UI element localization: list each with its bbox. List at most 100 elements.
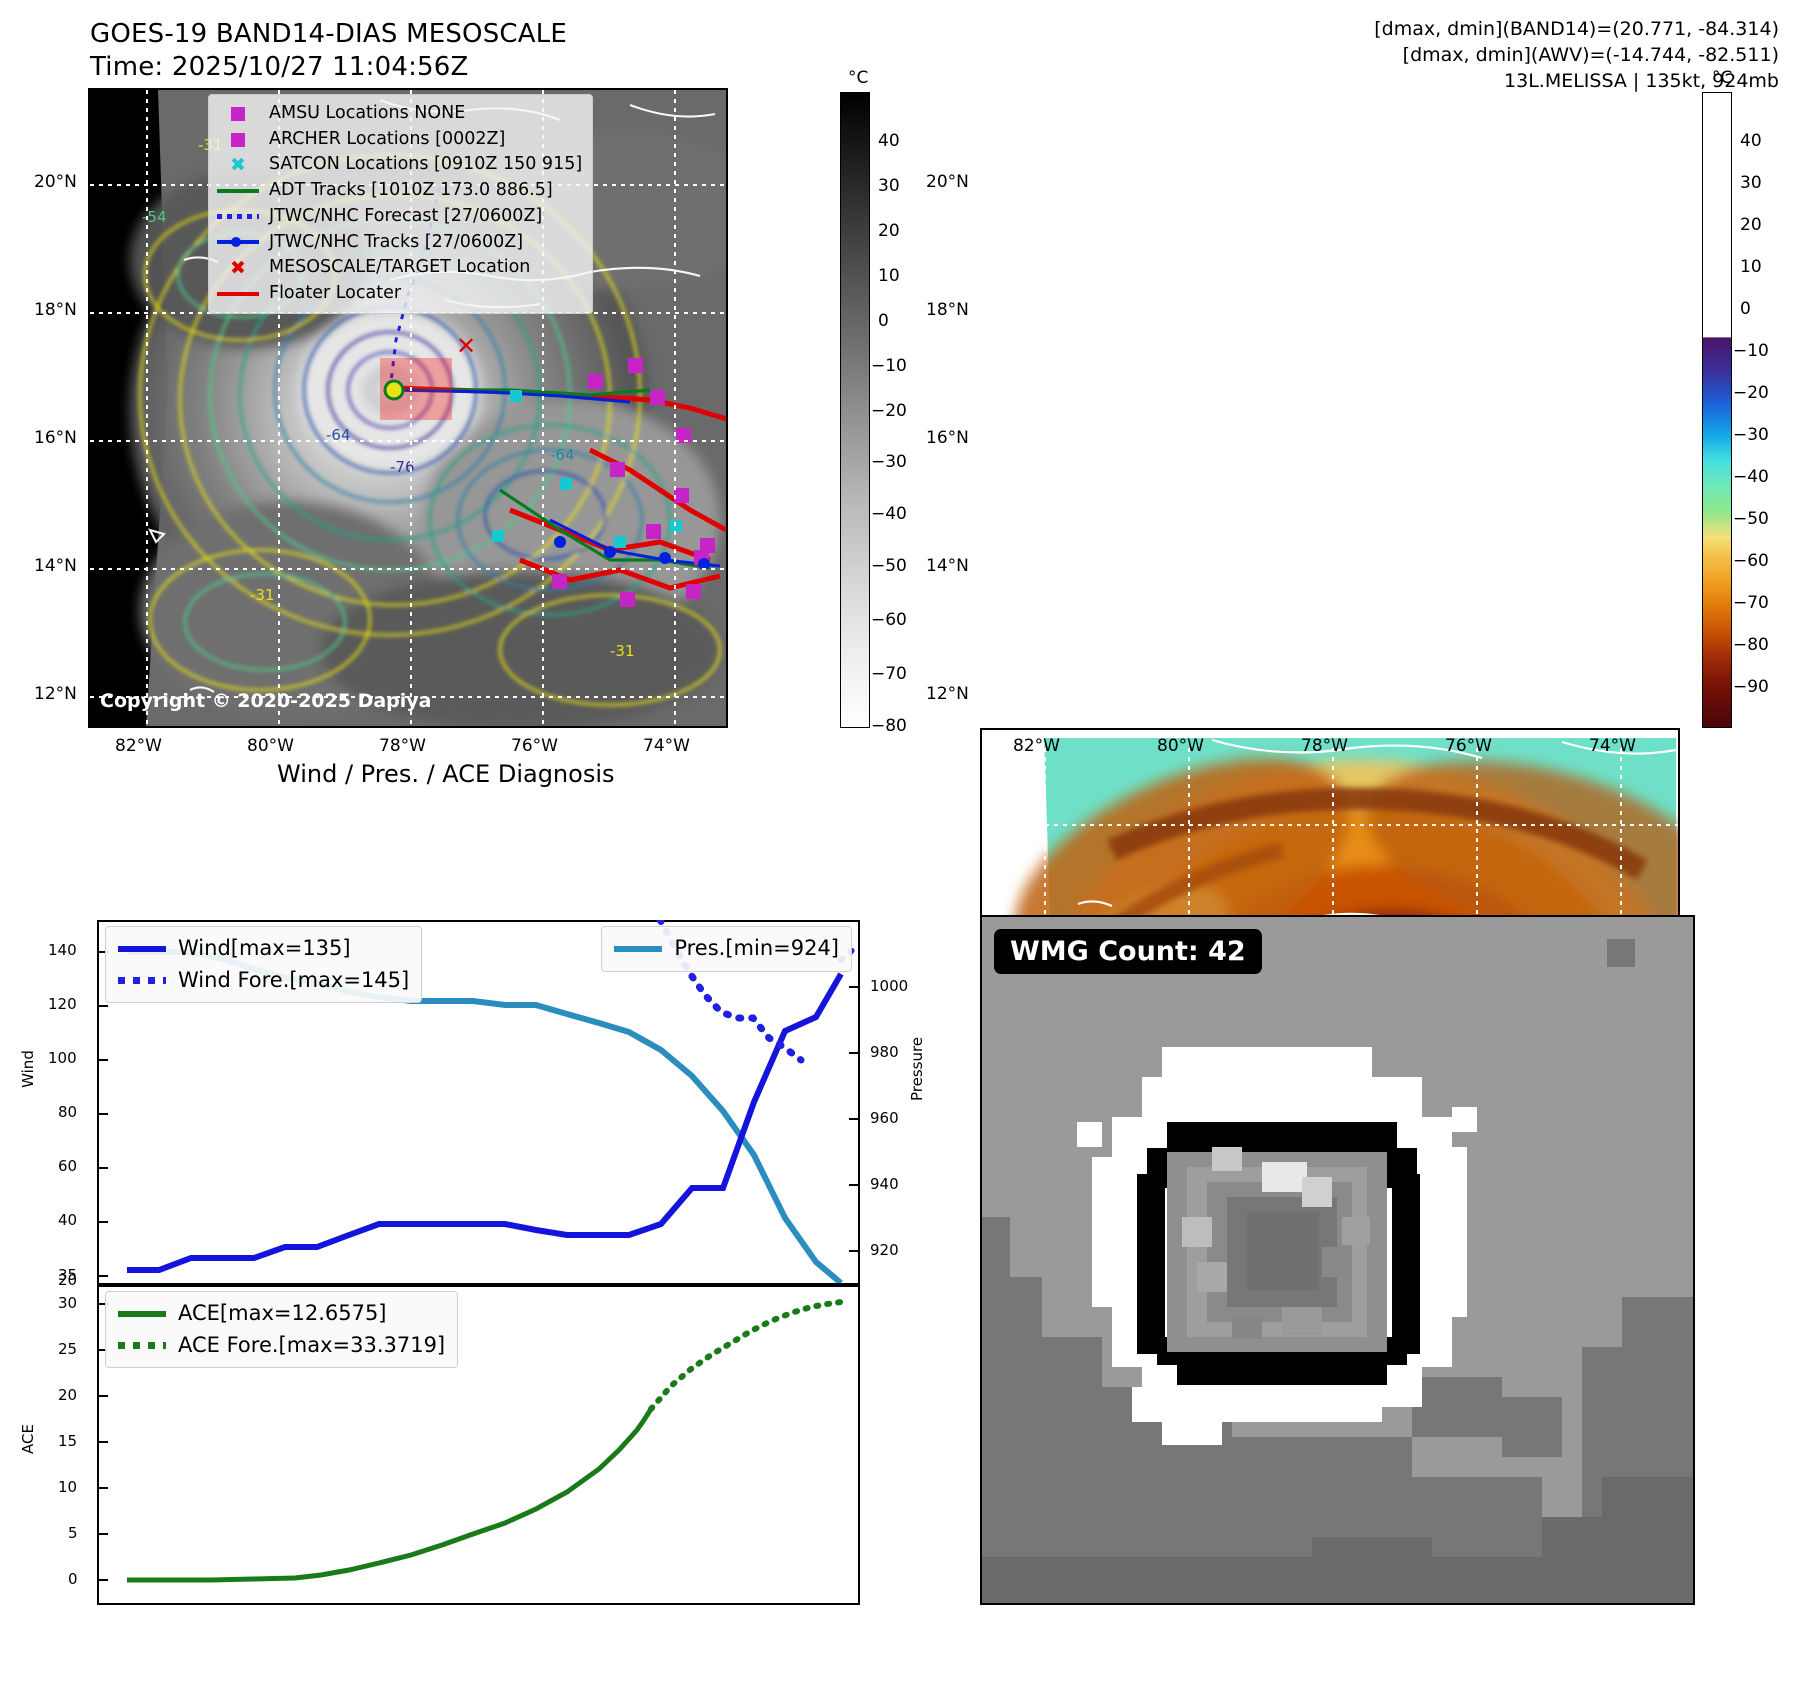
awv-colorbar-unit: °C [1712, 68, 1733, 88]
svg-text:-31: -31 [610, 642, 635, 660]
legend-item-floater-locater: Floater Locater [217, 281, 582, 307]
ir-cbar-tick-m80: −80 [871, 716, 907, 736]
svg-text:-64: -64 [326, 426, 351, 444]
ir-lon-tick-76: 76°W [511, 736, 558, 756]
wind-ytick-80: 80 [58, 1103, 78, 1121]
legend-item-mesoscale-target: ✖ MESOSCALE/TARGET Location [217, 255, 582, 281]
awv-cbar-tick-m60: −60 [1733, 551, 1769, 571]
x-marker-icon: ✖ [230, 153, 246, 176]
solid-line-icon [118, 1310, 166, 1317]
awv-cbar-tick-m40: −40 [1733, 467, 1769, 487]
ir-lon-tick-80: 80°W [247, 736, 294, 756]
svg-text:-54: -54 [142, 208, 167, 226]
ace-ytick-30: 30 [58, 1294, 78, 1312]
awv-cbar-tick-m80: −80 [1733, 635, 1769, 655]
ir-cbar-tick-m20: −20 [871, 401, 907, 421]
awv-lat-tick-14: 14°N [926, 556, 969, 576]
legend-label-ace: ACE[max=12.6575] [178, 1301, 387, 1325]
svg-text:-76: -76 [390, 458, 415, 476]
ir-cbar-tick-m30: −30 [871, 452, 907, 472]
solid-line-icon [217, 286, 259, 302]
wind-chart-legend: Wind[max=135] Wind Fore.[max=145] [105, 926, 423, 1003]
line-with-dot-icon [217, 234, 259, 250]
legend-item-ace-forecast: ACE Fore.[max=33.3719] [118, 1330, 445, 1362]
awv-cbar-tick-10: 10 [1740, 257, 1762, 277]
ace-ytick-0: 0 [68, 1570, 78, 1588]
legend-label-wind: Wind[max=135] [178, 936, 351, 960]
awv-cbar-tick-40: 40 [1740, 131, 1762, 151]
ace-ytick-10: 10 [58, 1478, 78, 1496]
pressure-ytick-920: 920 [870, 1241, 899, 1259]
ir-lat-tick-14: 14°N [34, 556, 77, 576]
page-title-line2: Time: 2025/10/27 11:04:56Z [90, 52, 469, 83]
header-info-storm: 13L.MELISSA | 135kt, 924mb [1504, 70, 1779, 93]
page-title-line1: GOES-19 BAND14-DIAS MESOSCALE [90, 19, 568, 49]
ace-ytick-25: 25 [58, 1340, 78, 1358]
ace-plot [99, 1299, 844, 1583]
wind-ytick-40: 40 [58, 1211, 78, 1229]
awv-colorbar [1702, 92, 1732, 728]
ir-lat-tick-12: 12°N [34, 684, 77, 704]
wind-ytick-60: 60 [58, 1157, 78, 1175]
solid-line-icon [614, 945, 663, 952]
legend-label-floater-locater: Floater Locater [269, 283, 402, 304]
legend-label-wind-forecast: Wind Fore.[max=145] [178, 967, 410, 992]
pressure-ytick-1000: 1000 [870, 977, 909, 995]
svg-text:-31: -31 [250, 586, 275, 604]
dotted-line-icon [118, 976, 166, 984]
awv-lat-tick-12: 12°N [926, 684, 969, 704]
awv-cbar-tick-m30: −30 [1733, 425, 1769, 445]
pressure-ytick-980: 980 [870, 1043, 899, 1061]
solid-line-icon [118, 945, 166, 952]
ir-satellite-map[interactable]: ✕ -64-76 -64 -31-31-31 -54 AMSU Location… [88, 88, 728, 728]
legend-label-archer: ARCHER Locations [0002Z] [269, 128, 506, 149]
wind-ytick-35: 35 [58, 1266, 78, 1284]
awv-graticule-lat-20 [982, 824, 1678, 826]
legend-label-adt-tracks: ADT Tracks [1010Z 173.0 886.5] [269, 180, 553, 201]
ir-cbar-tick-40: 40 [878, 131, 900, 151]
pressure-axis-label: Pressure [908, 1036, 926, 1102]
ir-cbar-tick-m40: −40 [871, 504, 907, 524]
graticule-lat-14 [90, 568, 726, 570]
legend-item-archer: ARCHER Locations [0002Z] [217, 127, 582, 153]
legend-item-adt-tracks: ADT Tracks [1010Z 173.0 886.5] [217, 178, 582, 204]
ir-cbar-tick-20: 20 [878, 221, 900, 241]
legend-label-jtwc-forecast: JTWC/NHC Forecast [27/0600Z] [269, 205, 543, 226]
svg-text:-64: -64 [550, 446, 575, 464]
legend-item-jtwc-tracks: JTWC/NHC Tracks [27/0600Z] [217, 230, 582, 256]
ace-ytick-15: 15 [58, 1432, 78, 1450]
legend-label-satcon: SATCON Locations [0910Z 150 915] [269, 154, 583, 175]
ir-lat-tick-18: 18°N [34, 300, 77, 320]
pressure-ytick-940: 940 [870, 1175, 899, 1193]
wind-pressure-chart[interactable]: Wind[max=135] Wind Fore.[max=145] Pres.[… [97, 920, 860, 1285]
ace-axis-label: ACE [19, 1424, 37, 1454]
dotted-line-icon [217, 209, 259, 225]
legend-label-ace-forecast: ACE Fore.[max=33.3719] [178, 1332, 446, 1357]
awv-lon-tick-76: 76°W [1445, 736, 1492, 756]
wmg-count-badge: WMG Count: 42 [994, 929, 1262, 974]
awv-cbar-tick-m50: −50 [1733, 509, 1769, 529]
pressure-ytick-960: 960 [870, 1109, 899, 1127]
legend-label-jtwc-tracks: JTWC/NHC Tracks [27/0600Z] [269, 231, 524, 252]
ir-map-legend: AMSU Locations NONE ARCHER Locations [00… [208, 94, 594, 314]
ir-cbar-tick-10: 10 [878, 266, 900, 286]
svg-text:✕: ✕ [456, 332, 476, 360]
legend-item-wind: Wind[max=135] [118, 933, 409, 965]
legend-item-pressure: Pres.[min=924] [614, 933, 839, 965]
pressure-chart-legend: Pres.[min=924] [601, 926, 852, 972]
legend-label-pressure: Pres.[min=924] [674, 936, 839, 960]
wmg-panel[interactable]: WMG Count: 42 [980, 915, 1695, 1605]
ace-chart[interactable]: ACE[max=12.6575] ACE Fore.[max=33.3719] [97, 1285, 860, 1605]
ir-lat-tick-20: 20°N [34, 172, 77, 192]
header-info-band14: [dmax, dmin](BAND14)=(20.771, -84.314) [1374, 18, 1779, 40]
ace-ytick-20: 20 [58, 1386, 78, 1404]
wind-ytick-100: 100 [48, 1049, 77, 1067]
x-marker-icon: ✖ [230, 256, 246, 279]
graticule-lat-12 [90, 696, 726, 698]
legend-item-amsu: AMSU Locations NONE [217, 101, 582, 127]
awv-lat-tick-16: 16°N [926, 428, 969, 448]
graticule-lon-80 [278, 90, 280, 726]
wmg-imagery [982, 917, 1693, 1603]
awv-cbar-tick-m10: −10 [1733, 341, 1769, 361]
copyright-notice: Copyright © 2020-2025 Dapiya [100, 690, 432, 712]
